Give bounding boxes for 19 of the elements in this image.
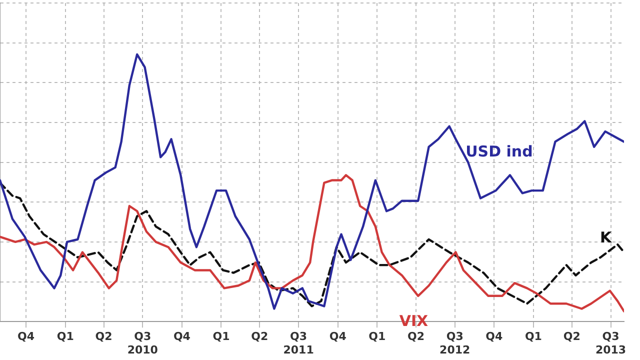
x-tick-label: Q3 2012 — [440, 330, 470, 356]
x-tick-label: Q2 — [95, 330, 112, 344]
x-tick-label: Q2 — [407, 330, 425, 344]
series-label: USD ind — [466, 142, 533, 160]
series-label: K — [600, 228, 613, 246]
x-tick-label: Q2 — [563, 330, 580, 344]
x-tick-label: Q4 — [18, 330, 35, 344]
x-tick-label: Q3 2013 — [595, 330, 626, 356]
x-tick-label: Q4 — [486, 330, 504, 344]
x-tick-label: Q2 — [251, 330, 268, 344]
x-tick-label: Q1 — [56, 330, 74, 344]
x-tick-label: Q3 2011 — [283, 330, 314, 356]
x-tick-label: Q1 — [212, 330, 230, 344]
x-tick-label: Q4 — [173, 330, 191, 344]
x-tick-label: Q4 — [329, 330, 347, 344]
x-tick-label: Q3 2010 — [127, 330, 158, 356]
x-tick-label: Q1 — [524, 330, 542, 344]
series-label: VIX — [399, 312, 429, 330]
x-tick-label: Q1 — [368, 330, 386, 344]
